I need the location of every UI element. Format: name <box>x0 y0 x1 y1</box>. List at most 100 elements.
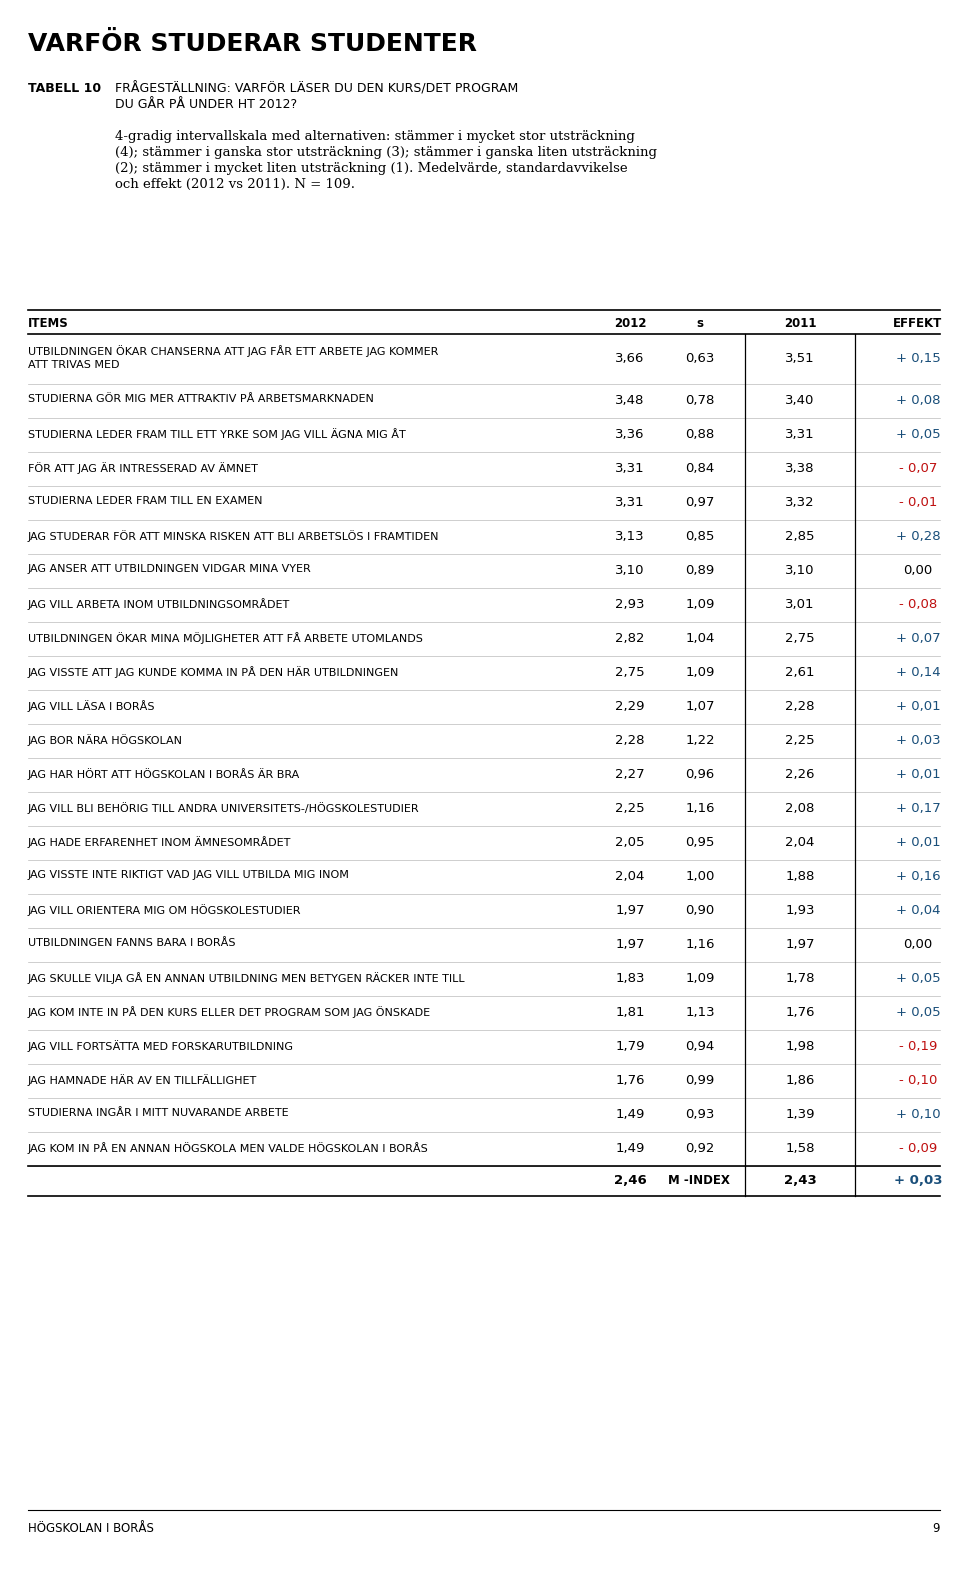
Text: + 0,01: + 0,01 <box>896 700 940 713</box>
Text: 0,96: 0,96 <box>685 768 714 782</box>
Text: + 0,05: + 0,05 <box>896 428 940 440</box>
Text: 0,88: 0,88 <box>685 428 714 440</box>
Text: + 0,10: + 0,10 <box>896 1107 940 1122</box>
Text: 2,28: 2,28 <box>785 700 815 713</box>
Text: FÖR ATT JAG ÄR INTRESSERAD AV ÄMNET: FÖR ATT JAG ÄR INTRESSERAD AV ÄMNET <box>28 462 258 473</box>
Text: - 0,01: - 0,01 <box>899 495 937 510</box>
Text: 1,97: 1,97 <box>615 904 645 917</box>
Text: HÖGSKOLAN I BORÅS: HÖGSKOLAN I BORÅS <box>28 1523 154 1535</box>
Text: 2,75: 2,75 <box>785 632 815 645</box>
Text: 0,00: 0,00 <box>903 565 932 577</box>
Text: 1,97: 1,97 <box>785 938 815 952</box>
Text: - 0,19: - 0,19 <box>899 1040 937 1052</box>
Text: JAG SKULLE VILJA GÅ EN ANNAN UTBILDNING MEN BETYGEN RÄCKER INTE TILL: JAG SKULLE VILJA GÅ EN ANNAN UTBILDNING … <box>28 972 466 983</box>
Text: 3,01: 3,01 <box>785 598 815 610</box>
Text: 3,32: 3,32 <box>785 495 815 510</box>
Text: 1,00: 1,00 <box>685 870 714 882</box>
Text: (2); stämmer i mycket liten utsträckning (1). Medelvärde, standardavvikelse: (2); stämmer i mycket liten utsträckning… <box>115 162 628 175</box>
Text: 1,09: 1,09 <box>685 972 714 985</box>
Text: 2,82: 2,82 <box>615 632 645 645</box>
Text: STUDIERNA LEDER FRAM TILL ETT YRKE SOM JAG VILL ÄGNA MIG ÅT: STUDIERNA LEDER FRAM TILL ETT YRKE SOM J… <box>28 428 406 440</box>
Text: JAG BOR NÄRA HÖGSKOLAN: JAG BOR NÄRA HÖGSKOLAN <box>28 735 183 746</box>
Text: 3,13: 3,13 <box>615 530 645 543</box>
Text: STUDIERNA GÖR MIG MER ATTRAKTIV PÅ ARBETSMARKNADEN: STUDIERNA GÖR MIG MER ATTRAKTIV PÅ ARBET… <box>28 393 373 404</box>
Text: ITEMS: ITEMS <box>28 318 69 330</box>
Text: + 0,03: + 0,03 <box>894 1173 943 1188</box>
Text: 2,28: 2,28 <box>615 735 645 747</box>
Text: + 0,14: + 0,14 <box>896 665 940 680</box>
Text: + 0,28: + 0,28 <box>896 530 940 543</box>
Text: s: s <box>697 318 704 330</box>
Text: 0,92: 0,92 <box>685 1142 714 1155</box>
Text: 0,90: 0,90 <box>685 904 714 917</box>
Text: 0,97: 0,97 <box>685 495 714 510</box>
Text: 1,39: 1,39 <box>785 1107 815 1122</box>
Text: - 0,09: - 0,09 <box>899 1142 937 1155</box>
Text: 1,09: 1,09 <box>685 665 714 680</box>
Text: 0,93: 0,93 <box>685 1107 714 1122</box>
Text: FRÅGESTÄLLNING: VARFÖR LÄSER DU DEN KURS/DET PROGRAM: FRÅGESTÄLLNING: VARFÖR LÄSER DU DEN KURS… <box>115 82 518 96</box>
Text: 0,99: 0,99 <box>685 1074 714 1087</box>
Text: 3,10: 3,10 <box>785 565 815 577</box>
Text: 3,48: 3,48 <box>615 393 645 407</box>
Text: 3,31: 3,31 <box>615 462 645 475</box>
Text: 1,13: 1,13 <box>685 1007 715 1019</box>
Text: 0,78: 0,78 <box>685 393 714 407</box>
Text: M -INDEX: M -INDEX <box>668 1173 730 1188</box>
Text: 3,40: 3,40 <box>785 393 815 407</box>
Text: 2,25: 2,25 <box>785 735 815 747</box>
Text: 2,26: 2,26 <box>785 768 815 782</box>
Text: 4-gradig intervallskala med alternativen: stämmer i mycket stor utsträckning: 4-gradig intervallskala med alternativen… <box>115 131 635 143</box>
Text: EFFEKT: EFFEKT <box>894 318 943 330</box>
Text: JAG VISSTE ATT JAG KUNDE KOMMA IN PÅ DEN HÄR UTBILDNINGEN: JAG VISSTE ATT JAG KUNDE KOMMA IN PÅ DEN… <box>28 665 399 678</box>
Text: 1,04: 1,04 <box>685 632 714 645</box>
Text: 1,78: 1,78 <box>785 972 815 985</box>
Text: JAG VILL BLI BEHÖRIG TILL ANDRA UNIVERSITETS-/HÖGSKOLESTUDIER: JAG VILL BLI BEHÖRIG TILL ANDRA UNIVERSI… <box>28 802 420 813</box>
Text: 3,10: 3,10 <box>615 565 645 577</box>
Text: - 0,07: - 0,07 <box>899 462 937 475</box>
Text: + 0,08: + 0,08 <box>896 393 940 407</box>
Text: JAG VILL FORTSÄTTA MED FORSKARUTBILDNING: JAG VILL FORTSÄTTA MED FORSKARUTBILDNING <box>28 1040 294 1052</box>
Text: UTBILDNINGEN ÖKAR CHANSERNA ATT JAG FÅR ETT ARBETE JAG KOMMER: UTBILDNINGEN ÖKAR CHANSERNA ATT JAG FÅR … <box>28 344 439 357</box>
Text: 1,88: 1,88 <box>785 870 815 882</box>
Text: 0,95: 0,95 <box>685 835 714 849</box>
Text: DU GÅR PÅ UNDER HT 2012?: DU GÅR PÅ UNDER HT 2012? <box>115 98 298 112</box>
Text: 1,49: 1,49 <box>615 1142 645 1155</box>
Text: STUDIERNA INGÅR I MITT NUVARANDE ARBETE: STUDIERNA INGÅR I MITT NUVARANDE ARBETE <box>28 1107 289 1118</box>
Text: 3,36: 3,36 <box>615 428 645 440</box>
Text: JAG VILL LÄSA I BORÅS: JAG VILL LÄSA I BORÅS <box>28 700 156 713</box>
Text: och effekt (2012 vs 2011). N = 109.: och effekt (2012 vs 2011). N = 109. <box>115 178 355 190</box>
Text: 2,05: 2,05 <box>615 835 645 849</box>
Text: JAG VILL ORIENTERA MIG OM HÖGSKOLESTUDIER: JAG VILL ORIENTERA MIG OM HÖGSKOLESTUDIE… <box>28 904 301 915</box>
Text: 1,76: 1,76 <box>785 1007 815 1019</box>
Text: + 0,16: + 0,16 <box>896 870 940 882</box>
Text: - 0,08: - 0,08 <box>899 598 937 610</box>
Text: 0,89: 0,89 <box>685 565 714 577</box>
Text: + 0,03: + 0,03 <box>896 735 940 747</box>
Text: 1,93: 1,93 <box>785 904 815 917</box>
Text: 2011: 2011 <box>783 318 816 330</box>
Text: 1,16: 1,16 <box>685 938 715 952</box>
Text: 3,38: 3,38 <box>785 462 815 475</box>
Text: 2012: 2012 <box>613 318 646 330</box>
Text: 1,16: 1,16 <box>685 802 715 815</box>
Text: JAG VILL ARBETA INOM UTBILDNINGSOMRÅDET: JAG VILL ARBETA INOM UTBILDNINGSOMRÅDET <box>28 598 290 610</box>
Text: 1,58: 1,58 <box>785 1142 815 1155</box>
Text: JAG ANSER ATT UTBILDNINGEN VIDGAR MINA VYER: JAG ANSER ATT UTBILDNINGEN VIDGAR MINA V… <box>28 565 312 574</box>
Text: 2,75: 2,75 <box>615 665 645 680</box>
Text: JAG HAR HÖRT ATT HÖGSKOLAN I BORÅS ÄR BRA: JAG HAR HÖRT ATT HÖGSKOLAN I BORÅS ÄR BR… <box>28 768 300 780</box>
Text: 0,00: 0,00 <box>903 938 932 952</box>
Text: 2,04: 2,04 <box>615 870 645 882</box>
Text: 1,83: 1,83 <box>615 972 645 985</box>
Text: JAG HADE ERFARENHET INOM ÄMNESOMRÅDET: JAG HADE ERFARENHET INOM ÄMNESOMRÅDET <box>28 835 292 848</box>
Text: + 0,07: + 0,07 <box>896 632 940 645</box>
Text: 2,25: 2,25 <box>615 802 645 815</box>
Text: 0,85: 0,85 <box>685 530 714 543</box>
Text: ATT TRIVAS MED: ATT TRIVAS MED <box>28 360 119 370</box>
Text: 3,51: 3,51 <box>785 352 815 365</box>
Text: 3,66: 3,66 <box>615 352 645 365</box>
Text: 1,76: 1,76 <box>615 1074 645 1087</box>
Text: UTBILDNINGEN ÖKAR MINA MÖJLIGHETER ATT FÅ ARBETE UTOMLANDS: UTBILDNINGEN ÖKAR MINA MÖJLIGHETER ATT F… <box>28 632 422 643</box>
Text: JAG VISSTE INTE RIKTIGT VAD JAG VILL UTBILDA MIG INOM: JAG VISSTE INTE RIKTIGT VAD JAG VILL UTB… <box>28 870 349 879</box>
Text: 1,22: 1,22 <box>685 735 715 747</box>
